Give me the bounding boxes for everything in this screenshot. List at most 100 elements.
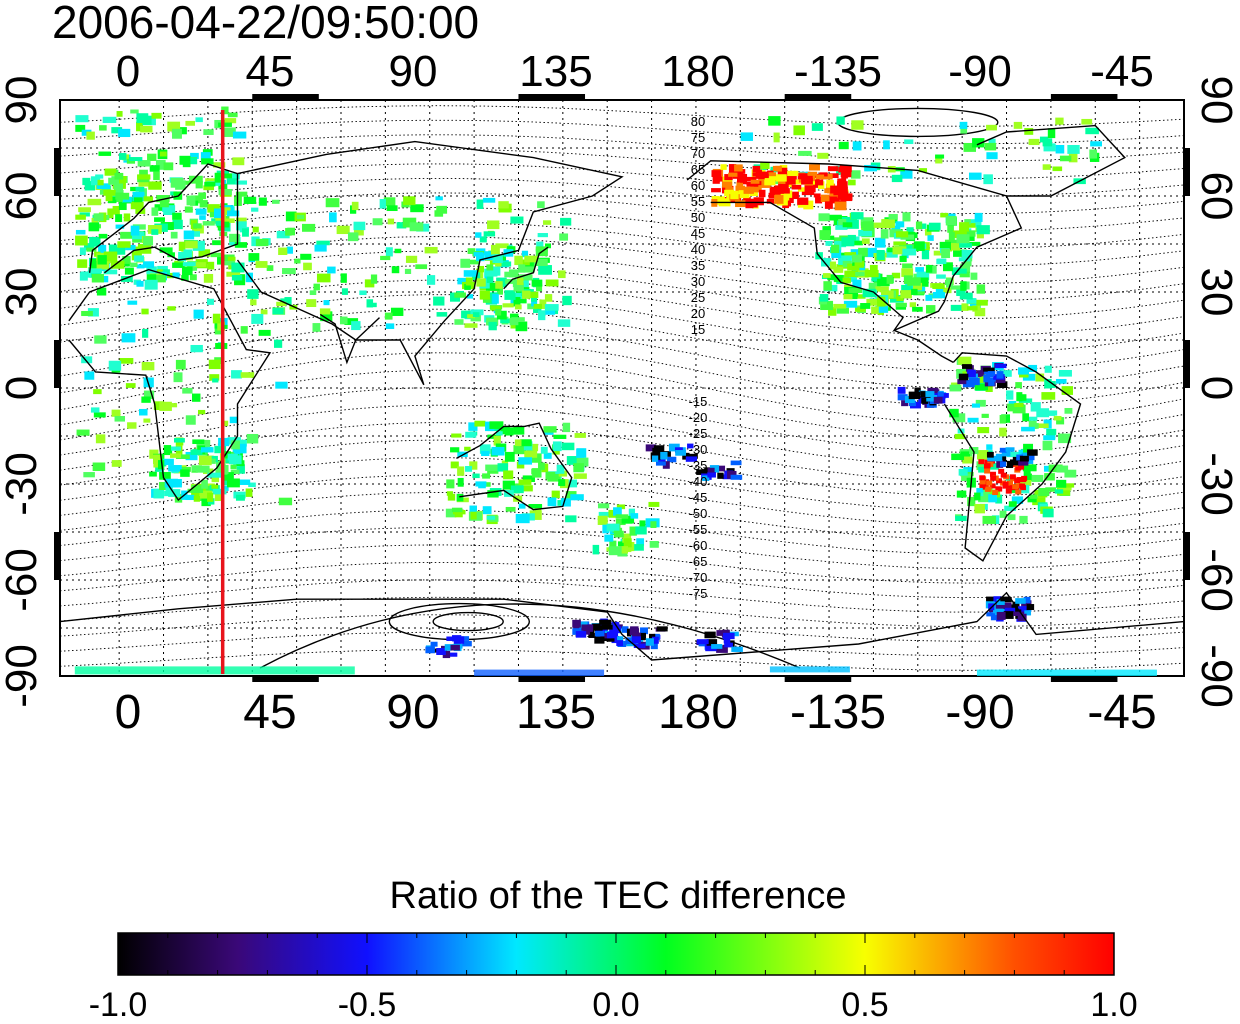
- tec-cell-low: [967, 369, 976, 378]
- x-top-tick: 45: [246, 47, 295, 96]
- tec-cell: [383, 197, 396, 206]
- tec-cell: [151, 112, 162, 119]
- tec-cell: [855, 271, 865, 277]
- tec-cell: [170, 453, 181, 458]
- tec-cell: [875, 286, 889, 292]
- tec-cell: [819, 230, 831, 240]
- tec-cell: [481, 451, 490, 457]
- tec-cell: [543, 426, 557, 433]
- tec-cell: [1056, 417, 1065, 425]
- tec-cell-low: [595, 630, 605, 637]
- tec-cell-low: [730, 460, 742, 466]
- tec-cell: [201, 158, 214, 165]
- tec-cell: [535, 284, 543, 292]
- tec-cell: [1042, 440, 1053, 451]
- tec-cell: [959, 243, 972, 248]
- tec-cell: [164, 478, 178, 488]
- tec-cell: [198, 455, 212, 466]
- tec-cell-high: [724, 174, 733, 181]
- tec-cell: [974, 503, 986, 514]
- tec-cell: [1022, 464, 1037, 472]
- tec-cell: [1055, 378, 1067, 384]
- tec-cell-high: [829, 173, 839, 179]
- contour-label-north: 30: [691, 274, 705, 289]
- tec-cell: [854, 307, 866, 312]
- tec-cell-high: [986, 480, 993, 486]
- tec-cell: [104, 168, 117, 176]
- tec-cell: [1018, 367, 1030, 375]
- tec-cell: [228, 455, 242, 465]
- tec-cell: [353, 221, 366, 231]
- tec-cell: [93, 213, 104, 222]
- tec-cell-high: [814, 179, 824, 186]
- tec-cell: [967, 417, 979, 423]
- tec-cell: [1044, 473, 1055, 481]
- tec-cell: [886, 248, 898, 258]
- tec-cell: [911, 288, 918, 295]
- tec-cell: [902, 263, 913, 269]
- tec-cell: [215, 220, 222, 226]
- tec-cell: [108, 244, 118, 253]
- tec-cell: [519, 299, 527, 304]
- tec-cell: [1048, 381, 1056, 388]
- tec-cell: [827, 274, 835, 281]
- tec-cell-low: [645, 638, 654, 646]
- tec-cell-high: [978, 459, 985, 465]
- tec-cell: [141, 361, 155, 371]
- contour-label-south: -15: [689, 394, 708, 409]
- tec-cell: [768, 116, 781, 126]
- tec-cell: [454, 319, 464, 325]
- tec-cell: [468, 422, 478, 431]
- tec-cell-high: [750, 185, 762, 193]
- tec-cell-high: [824, 201, 833, 209]
- tec-cell: [170, 446, 182, 451]
- x-top-tick: 0: [116, 47, 140, 96]
- tec-cell: [881, 219, 895, 229]
- tec-cell: [573, 463, 584, 473]
- contour-line: [60, 527, 1184, 569]
- tec-cell-low: [933, 396, 943, 404]
- tec-cell-high: [807, 171, 818, 176]
- contour-line: [60, 457, 1184, 511]
- tec-cell: [941, 248, 951, 259]
- tec-cell: [178, 241, 186, 251]
- tec-cell: [479, 290, 490, 300]
- tec-cell: [858, 247, 868, 257]
- tec-cell-low: [621, 626, 629, 633]
- tec-cell-low: [449, 652, 458, 657]
- tec-cell: [204, 181, 216, 187]
- tec-cell: [848, 288, 863, 293]
- tec-cell: [871, 222, 885, 228]
- tec-cell: [988, 494, 997, 503]
- tec-cell: [868, 282, 880, 291]
- tec-cell-low: [662, 461, 670, 469]
- tec-cell: [821, 258, 832, 267]
- tec-cell: [89, 269, 101, 278]
- tec-cell: [492, 254, 503, 264]
- tec-cell: [112, 205, 120, 215]
- tec-cell: [128, 157, 143, 162]
- tec-cell: [639, 520, 646, 528]
- tec-cell: [557, 319, 571, 327]
- tec-cell: [178, 127, 187, 135]
- tec-cell: [486, 264, 494, 271]
- tec-cell: [91, 273, 104, 283]
- tec-cell-low: [996, 371, 1004, 379]
- tec-cell-high: [803, 200, 814, 210]
- tec-cell: [502, 480, 515, 490]
- tec-cell-low: [1009, 459, 1022, 466]
- x-top-tick: -90: [948, 47, 1012, 96]
- tec-cell: [1017, 479, 1032, 487]
- tec-cell: [559, 233, 569, 241]
- tec-cell: [617, 541, 630, 547]
- tec-cell: [820, 300, 834, 311]
- tec-strip: [74, 666, 355, 675]
- tec-cell: [121, 333, 136, 343]
- tec-cell: [961, 249, 973, 259]
- tec-cell: [773, 132, 780, 143]
- tec-cell: [229, 233, 240, 243]
- tec-cell: [615, 518, 626, 526]
- tec-cell-high: [764, 179, 776, 186]
- tec-cell: [901, 268, 914, 277]
- coastline: [68, 268, 272, 502]
